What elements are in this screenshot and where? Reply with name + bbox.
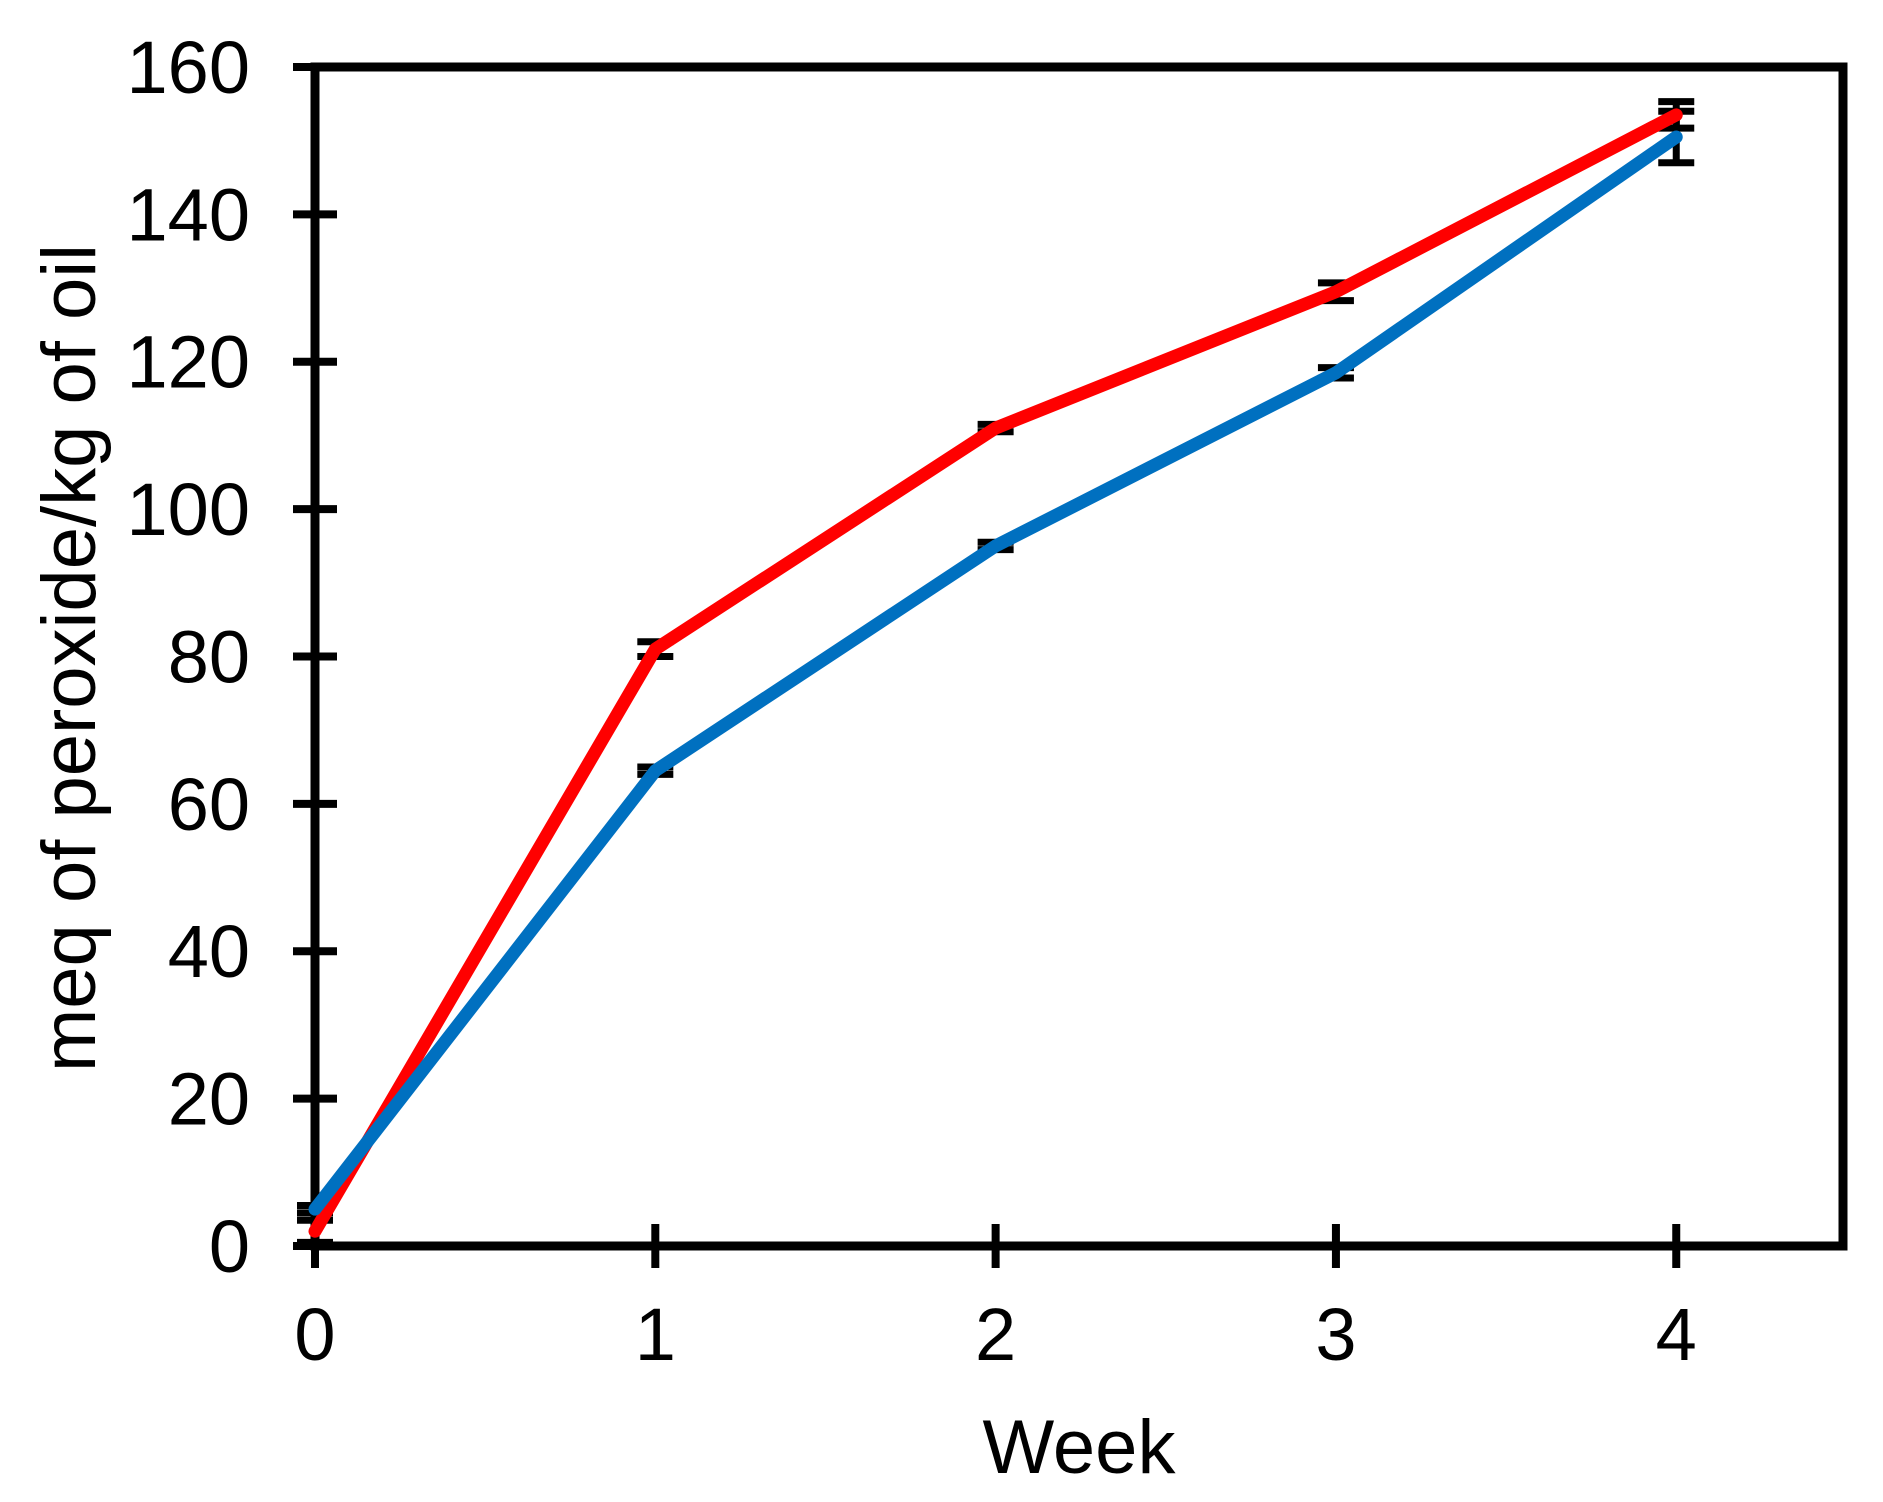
y-tick-label: 80 xyxy=(168,615,250,698)
x-tick-label: 3 xyxy=(1315,1293,1356,1376)
x-axis-title: Week xyxy=(982,1405,1176,1490)
blue-series-line xyxy=(308,130,1683,1216)
y-tick-label: 40 xyxy=(168,910,250,993)
y-tick-label: 100 xyxy=(127,468,250,551)
y-tick-label: 140 xyxy=(127,173,250,256)
y-tick-label: 120 xyxy=(127,321,250,404)
y-tick-label: 0 xyxy=(209,1205,250,1288)
y-tick-label: 160 xyxy=(127,26,250,109)
x-tick-label: 4 xyxy=(1656,1293,1697,1376)
x-tick-label: 1 xyxy=(635,1293,676,1376)
x-tick-label: 0 xyxy=(294,1293,335,1376)
y-tick-label: 20 xyxy=(168,1058,250,1141)
y-tick-label: 60 xyxy=(168,763,250,846)
plot-frame xyxy=(310,62,1848,1251)
x-tick-label: 2 xyxy=(975,1293,1016,1376)
red-series-line xyxy=(308,108,1683,1238)
y-axis-title: meq of peroxide/kg of oil xyxy=(27,243,112,1073)
